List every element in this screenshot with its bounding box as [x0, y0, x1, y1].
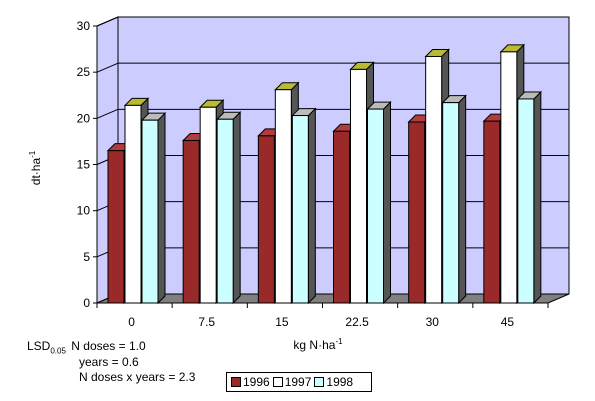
bar-1998-30 — [441, 94, 467, 305]
bar-front — [425, 55, 443, 304]
lsd-label: LSD — [27, 339, 51, 353]
lsd-subscript: 0.05 — [50, 346, 66, 356]
x-tick-label: 30 — [426, 315, 440, 329]
bar-front — [333, 130, 350, 304]
lsd-line-3: N doses x years = 2.3 — [79, 370, 196, 384]
bar-front — [408, 121, 426, 304]
bar-1998-7.5 — [215, 111, 242, 305]
bar-front — [350, 68, 367, 304]
legend-item-1997: 1997 — [272, 375, 312, 389]
x-tick-label: 0 — [128, 315, 135, 329]
legend-swatch-1997 — [272, 377, 283, 387]
y-tick-label: 10 — [77, 204, 91, 218]
x-tick-label: 45 — [501, 315, 515, 329]
bar-front — [199, 106, 217, 304]
y-tick-label: 5 — [83, 250, 90, 264]
bar-side — [232, 111, 241, 305]
bar-front — [216, 118, 234, 304]
y-axis-label: dt·ha-1 — [28, 150, 43, 185]
lsd-line-1: N doses = 1.0 — [71, 339, 146, 353]
bar-side — [533, 90, 542, 305]
lsd-note: LSD0.05 N doses = 1.0 — [27, 339, 146, 358]
bar-side — [157, 111, 166, 305]
bar-front — [107, 150, 125, 304]
x-axis-ticks: 0 7.5 15 22.5 30 45 — [96, 302, 549, 329]
bar-1998-22.5 — [366, 100, 392, 305]
legend-label-1997: 1997 — [284, 375, 312, 389]
bar-front — [274, 89, 292, 304]
legend-swatch-1998 — [314, 377, 325, 387]
bar-side — [383, 100, 391, 305]
bar-1998-0 — [140, 111, 167, 305]
y-tick-label: 25 — [77, 65, 91, 79]
y-axis-ticks: 0 5 10 15 20 25 30 — [77, 19, 98, 310]
legend-item-1998: 1998 — [314, 375, 353, 389]
bar-1998-15 — [291, 107, 317, 305]
x-tick-label: 15 — [275, 315, 289, 329]
chart-bars — [106, 43, 543, 305]
x-tick-label: 7.5 — [198, 315, 215, 329]
chart-legend: 1996 1997 1998 — [226, 372, 372, 392]
x-axis-label: kg N·ha-1 — [293, 337, 343, 352]
legend-label-1998: 1998 — [326, 375, 354, 389]
bar-1998-45 — [516, 90, 543, 305]
bar-side — [458, 94, 467, 305]
bar-front — [483, 120, 501, 304]
bar-front — [517, 98, 535, 304]
bar-side — [307, 107, 316, 305]
gridline-side — [96, 108, 119, 119]
y-tick-label: 30 — [77, 19, 91, 33]
bar-front — [500, 51, 518, 304]
legend-label-1996: 1996 — [243, 375, 270, 389]
x-tick-label: 22.5 — [345, 315, 369, 329]
lsd-line-2: years = 0.6 — [79, 355, 139, 369]
legend-item-1996: 1996 — [231, 375, 270, 389]
bar-front — [182, 139, 200, 304]
gridline-side — [96, 16, 119, 27]
y-tick-label: 0 — [83, 296, 90, 310]
gridline-side — [96, 62, 119, 73]
y-tick-label: 20 — [77, 111, 91, 125]
bar-front — [442, 102, 460, 304]
bar-front — [124, 104, 142, 304]
bar-front — [257, 135, 275, 304]
bar-front — [367, 108, 384, 304]
bar-front — [291, 115, 309, 304]
legend-swatch-1996 — [231, 377, 241, 387]
y-tick-label: 15 — [77, 158, 91, 172]
bar-front — [141, 119, 159, 304]
